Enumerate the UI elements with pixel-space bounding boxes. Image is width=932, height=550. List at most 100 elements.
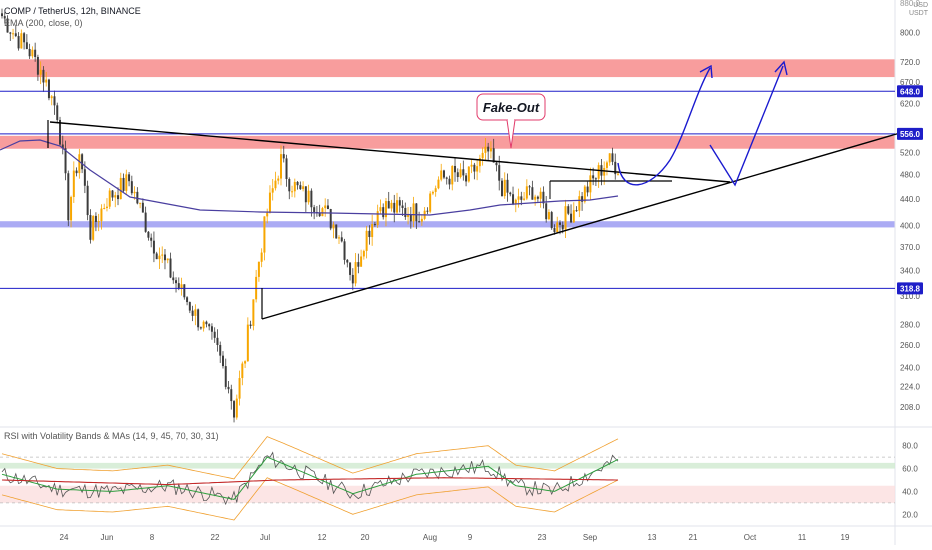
candle-body	[34, 49, 37, 57]
candle-body	[376, 211, 379, 226]
candle-body	[86, 185, 89, 216]
candle-body	[592, 175, 595, 179]
rsi-fast-ma	[1, 456, 619, 500]
candle-body	[128, 174, 131, 182]
candle-body	[523, 198, 526, 200]
candle-body	[307, 190, 310, 203]
candle-body	[202, 321, 205, 329]
candle-body	[180, 284, 183, 289]
candle-body	[119, 177, 122, 200]
candle-body	[420, 218, 423, 222]
price-tick-label: 720.0	[900, 58, 921, 67]
candle-body	[59, 119, 62, 145]
price-tick-label: 310.0	[900, 292, 921, 301]
time-tick-label: 11	[798, 533, 807, 542]
candle-body	[481, 152, 484, 159]
candle-body	[199, 327, 202, 329]
candle-body	[23, 33, 26, 43]
candle-body	[197, 309, 200, 328]
candle-body	[426, 210, 429, 212]
candle-body	[412, 203, 415, 222]
ema-indicator-label: EMA (200, close, 0)	[4, 18, 83, 28]
candle-body	[293, 181, 296, 192]
rsi-tick-label: 60.0	[902, 465, 918, 474]
candle-body	[431, 191, 434, 194]
candle-body	[70, 196, 73, 221]
candle-body	[362, 250, 365, 257]
candle-body	[169, 258, 172, 278]
time-tick-label: 8	[150, 533, 155, 542]
candle-body	[525, 186, 528, 199]
price-tick-label: 440.0	[900, 195, 921, 204]
candle-body	[210, 326, 213, 332]
candle-body	[476, 166, 479, 172]
candle-body	[81, 154, 84, 170]
candle-body	[437, 179, 440, 189]
candle-body	[415, 203, 418, 222]
candle-body	[152, 240, 155, 254]
candle-body	[545, 203, 548, 220]
candle-body	[589, 175, 592, 193]
candle-body	[509, 192, 512, 195]
candle-body	[445, 177, 448, 179]
candle-body	[139, 202, 142, 204]
candle-body	[296, 181, 299, 186]
rsi-volatility-band-lower	[1, 477, 619, 521]
candle-body	[78, 154, 81, 174]
price-tick-label: 240.0	[900, 363, 921, 372]
candle-body	[473, 164, 476, 172]
candle-body	[451, 165, 454, 185]
candle-body	[260, 252, 263, 262]
candle-body	[340, 237, 343, 242]
candle-body	[163, 254, 166, 261]
rsi-tick-label: 20.0	[902, 510, 918, 519]
candle-body	[572, 210, 575, 223]
projection-arrowhead-1	[699, 64, 713, 79]
candle-body	[512, 194, 515, 204]
candle-body	[611, 153, 614, 162]
candle-body	[111, 190, 114, 198]
candle-body	[117, 195, 120, 200]
candle-body	[614, 161, 617, 175]
candle-body	[92, 215, 95, 240]
candle-body	[575, 210, 578, 212]
level-badge-label: 648.0	[900, 87, 921, 96]
candle-body	[404, 207, 407, 217]
candle-body	[252, 299, 255, 326]
candle-body	[561, 224, 564, 230]
candle-body	[141, 202, 144, 213]
candle-body	[125, 174, 128, 191]
candle-body	[495, 162, 498, 166]
rsi-tick-label: 80.0	[902, 442, 918, 451]
price-tick-label: 370.0	[900, 243, 921, 252]
projection-arrow-1	[617, 67, 711, 186]
candle-body	[122, 177, 125, 191]
candle-body	[177, 283, 180, 289]
candle-body	[53, 96, 56, 106]
candle-body	[605, 162, 608, 168]
price-tick-label-partial: 880.0	[900, 0, 921, 8]
candle-body	[114, 195, 117, 198]
candle-body	[75, 170, 78, 174]
candle-body	[536, 196, 539, 199]
candle-body	[318, 212, 321, 217]
zone-support	[0, 221, 895, 228]
candle-body	[503, 179, 506, 197]
candle-body	[556, 222, 559, 233]
candle-body	[467, 166, 470, 182]
candle-body	[393, 202, 396, 213]
candle-body	[257, 261, 260, 277]
currency-bottom: USDT	[908, 10, 928, 17]
candle-body	[20, 33, 23, 49]
time-tick-label: 12	[318, 533, 327, 542]
candle-body	[94, 215, 97, 222]
level-badge	[897, 85, 923, 98]
candle-body	[191, 310, 194, 316]
candle-body	[528, 186, 531, 188]
rsi-upper-band	[0, 462, 895, 469]
candle-body	[213, 331, 216, 338]
candle-body	[221, 355, 224, 367]
candle-body	[506, 179, 509, 193]
candle-body	[42, 69, 45, 83]
price-tick-label: 208.0	[900, 403, 921, 412]
